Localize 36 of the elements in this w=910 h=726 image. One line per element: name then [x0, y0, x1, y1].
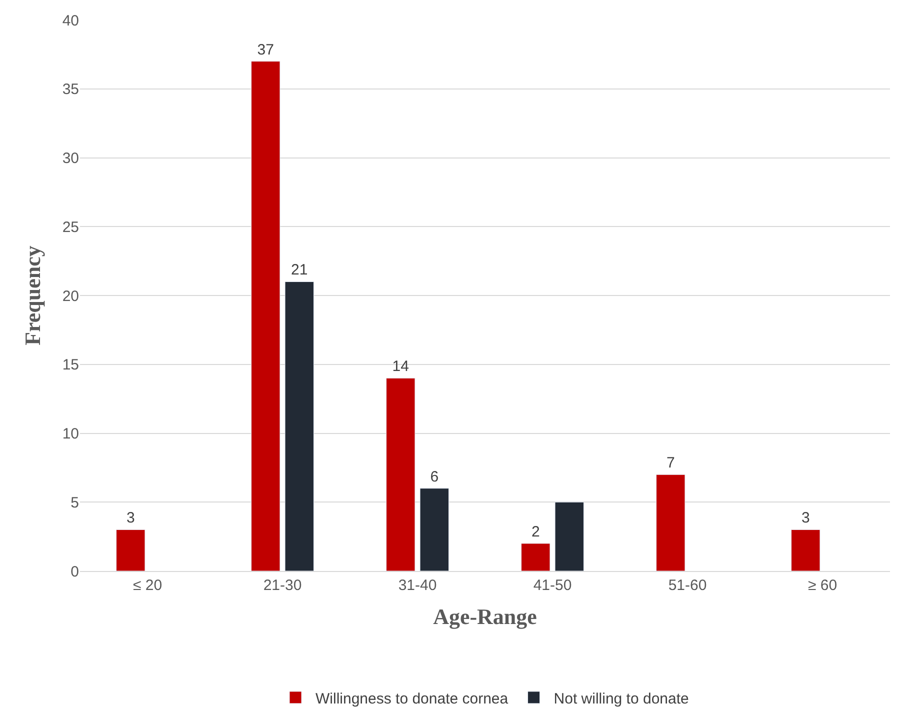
data-label: 37 [257, 41, 274, 58]
x-axis-title: Age-Range [433, 604, 538, 629]
y-tick-label: 0 [70, 563, 79, 580]
data-label: 14 [392, 358, 409, 376]
data-label: 3 [126, 510, 135, 527]
x-tick-label: 21-30 [263, 577, 302, 594]
bar [284, 281, 314, 571]
data-label: 6 [430, 468, 439, 486]
y-tick-label: 30 [62, 150, 79, 167]
bar [251, 61, 280, 571]
bar [386, 378, 416, 571]
bar [420, 488, 449, 571]
x-tick-label: 51-60 [668, 577, 707, 594]
legend-label: Willingness to donate cornea [316, 690, 509, 708]
data-label: 3 [801, 510, 810, 527]
y-tick-label: 35 [62, 81, 79, 98]
data-label: 21 [291, 262, 308, 279]
bar [656, 474, 686, 571]
bar [791, 529, 820, 571]
x-tick-label: ≥ 60 [808, 577, 838, 594]
y-tick-label: 15 [62, 356, 79, 374]
data-label: 2 [531, 523, 540, 540]
y-tick-label: 20 [62, 288, 79, 305]
y-axis-title: Frequency [20, 246, 46, 346]
y-tick-label: 25 [62, 218, 79, 236]
x-tick-label: ≤ 20 [132, 577, 162, 594]
y-tick-label: 40 [62, 12, 79, 30]
bar [116, 529, 146, 571]
y-tick-label: 5 [70, 494, 79, 512]
bar [554, 502, 584, 571]
data-label: 7 [666, 454, 675, 472]
x-tick-label: 41-50 [533, 577, 572, 594]
bar [521, 543, 550, 571]
y-tick-label: 10 [62, 426, 79, 442]
x-tick-label: 31-40 [398, 577, 437, 594]
legend-label: Not willing to donate [554, 690, 689, 708]
